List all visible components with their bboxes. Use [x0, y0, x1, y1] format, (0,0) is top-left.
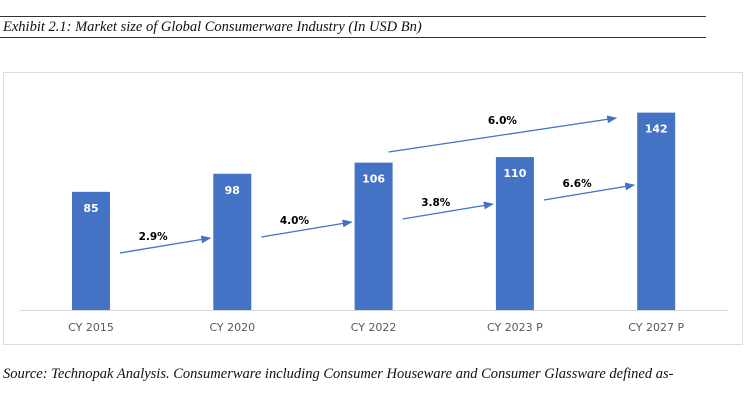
data-label: 98	[225, 184, 240, 197]
x-tick-label: CY 2027 P	[628, 321, 684, 334]
x-tick-label: CY 2015	[68, 321, 114, 334]
bar-cy-2022	[354, 162, 393, 310]
x-tick-label: CY 2022	[351, 321, 397, 334]
cagr-arrow	[388, 115, 618, 153]
cagr-label: 6.6%	[562, 178, 592, 190]
cagr-label: 3.8%	[421, 197, 451, 209]
bar-cy-2015	[72, 191, 110, 310]
cagr-arrow	[402, 201, 494, 220]
bar-cy-2020	[213, 173, 252, 310]
cagr-label: 6.0%	[488, 115, 518, 127]
cagr-label: 4.0%	[280, 215, 310, 227]
cagr-arrow	[543, 182, 636, 201]
bar-cy-2023-p	[495, 157, 534, 310]
data-label: 106	[362, 173, 385, 186]
data-label: 142	[645, 123, 668, 136]
bar-cy-2027-p	[637, 112, 676, 311]
cagr-label: 2.9%	[139, 231, 169, 243]
source-note: Source: Technopak Analysis. Consumerware…	[3, 366, 674, 382]
x-tick-label: CY 2023 P	[487, 321, 543, 334]
data-label: 110	[503, 167, 526, 180]
exhibit-title: Exhibit 2.1: Market size of Global Consu…	[0, 16, 706, 38]
data-label: 85	[83, 202, 98, 215]
cagr-arrow	[261, 219, 353, 238]
x-tick-label: CY 2020	[209, 321, 255, 334]
cagr-arrow	[119, 235, 212, 254]
